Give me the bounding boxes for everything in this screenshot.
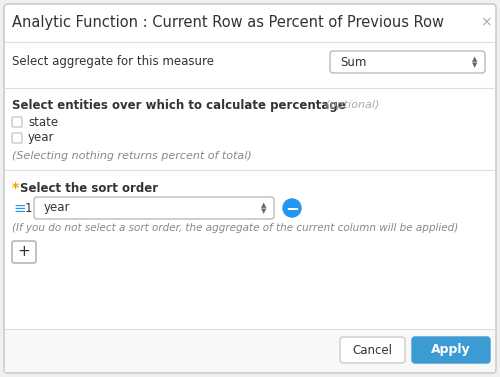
Text: year: year bbox=[44, 201, 70, 215]
Text: Select the sort order: Select the sort order bbox=[20, 181, 158, 195]
Bar bbox=[5, 329, 495, 372]
Text: Apply: Apply bbox=[431, 343, 471, 357]
FancyBboxPatch shape bbox=[12, 117, 22, 127]
Text: ▼: ▼ bbox=[472, 62, 478, 68]
Text: +: + bbox=[18, 245, 30, 259]
FancyBboxPatch shape bbox=[4, 4, 496, 373]
FancyBboxPatch shape bbox=[412, 337, 490, 363]
Text: ≡: ≡ bbox=[13, 201, 26, 216]
Text: ▲: ▲ bbox=[262, 202, 266, 208]
Text: (optional): (optional) bbox=[322, 100, 380, 110]
Text: Sum: Sum bbox=[340, 55, 366, 69]
Text: −: − bbox=[285, 199, 299, 217]
Text: ▼: ▼ bbox=[262, 208, 266, 214]
Text: state: state bbox=[28, 115, 58, 129]
Text: Cancel: Cancel bbox=[352, 343, 393, 357]
Text: ×: × bbox=[480, 15, 492, 29]
Text: (If you do not select a sort order, the aggregate of the current column will be : (If you do not select a sort order, the … bbox=[12, 223, 458, 233]
FancyBboxPatch shape bbox=[340, 337, 405, 363]
Text: ▲: ▲ bbox=[472, 56, 478, 62]
Circle shape bbox=[283, 199, 301, 217]
FancyBboxPatch shape bbox=[12, 241, 36, 263]
Text: Select entities over which to calculate percentage: Select entities over which to calculate … bbox=[12, 98, 346, 112]
Text: year: year bbox=[28, 132, 54, 144]
FancyBboxPatch shape bbox=[12, 133, 22, 143]
Text: Analytic Function : Current Row as Percent of Previous Row: Analytic Function : Current Row as Perce… bbox=[12, 14, 444, 29]
Text: *: * bbox=[12, 181, 19, 195]
Text: Select aggregate for this measure: Select aggregate for this measure bbox=[12, 55, 214, 69]
FancyBboxPatch shape bbox=[330, 51, 485, 73]
Text: 1: 1 bbox=[25, 201, 32, 215]
Text: (Selecting nothing returns percent of total): (Selecting nothing returns percent of to… bbox=[12, 151, 252, 161]
FancyBboxPatch shape bbox=[34, 197, 274, 219]
